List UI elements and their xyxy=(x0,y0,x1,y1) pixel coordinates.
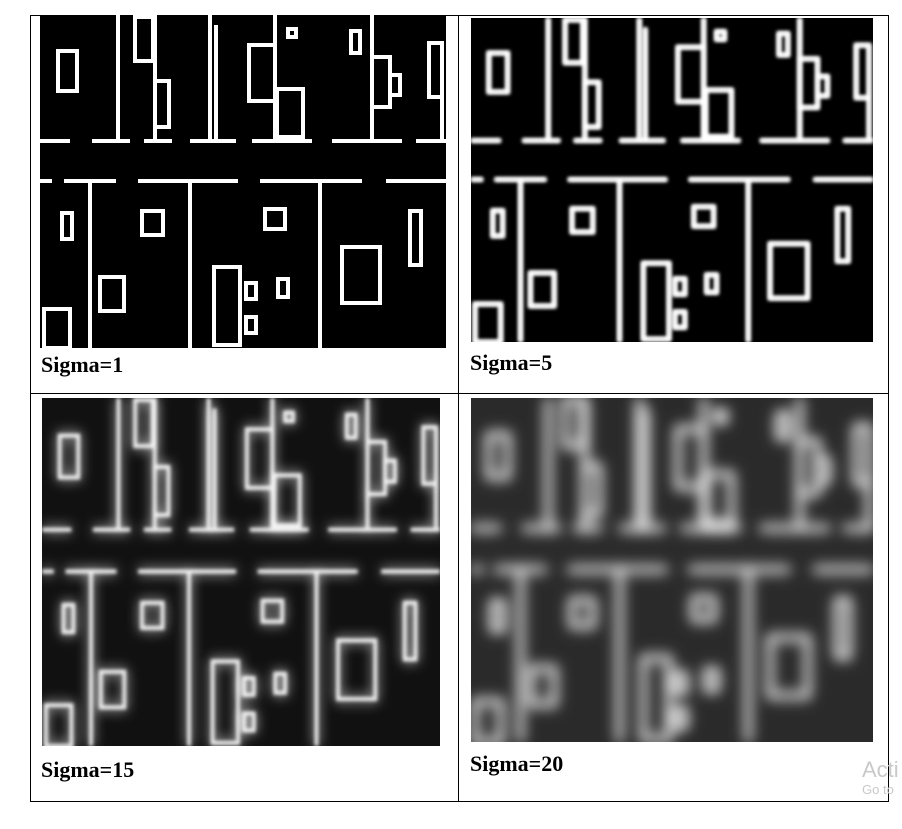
activation-watermark: Acti Go to xyxy=(862,758,899,798)
watermark-line-2: Go to xyxy=(862,782,894,797)
result-image-sigma-5 xyxy=(471,18,873,342)
result-image-sigma-20 xyxy=(471,398,873,742)
table-column-divider xyxy=(458,15,459,801)
caption-sigma-1: Sigma=1 xyxy=(41,352,124,377)
table-border xyxy=(30,15,889,802)
caption-sigma-15: Sigma=15 xyxy=(41,757,135,782)
table-row-divider xyxy=(30,393,888,394)
caption-sigma-20: Sigma=20 xyxy=(470,751,564,776)
result-image-sigma-15 xyxy=(42,398,440,746)
result-image-sigma-1 xyxy=(40,15,446,348)
caption-sigma-5: Sigma=5 xyxy=(470,350,553,375)
figure-table xyxy=(30,15,889,802)
watermark-line-1: Acti xyxy=(862,757,899,782)
